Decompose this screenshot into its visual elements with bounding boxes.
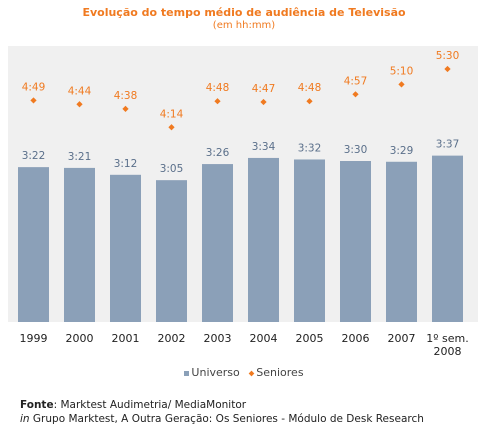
x-tick-label: 2005 (296, 332, 324, 345)
bar-universo (202, 164, 233, 322)
x-tick-label: 2007 (388, 332, 416, 345)
legend: Universo Seniores (0, 366, 488, 379)
bar-value-label: 3:12 (114, 158, 138, 170)
bar-value-label: 3:30 (344, 144, 368, 156)
legend-item-seniores: Seniores (248, 366, 304, 379)
bar-universo (110, 174, 141, 322)
chart-title: Evolução do tempo médio de audiência de … (82, 6, 406, 19)
legend-item-universo: Universo (184, 366, 240, 379)
bar-value-label: 3:05 (160, 163, 184, 175)
source-publication: Grupo Marktest, A Outra Geração: Os Seni… (29, 413, 424, 425)
x-tick-label: 2002 (158, 332, 186, 345)
bar-value-label: 3:37 (436, 139, 460, 151)
x-tick-label: 1999 (20, 332, 48, 345)
bar-value-label: 3:32 (298, 142, 322, 154)
chart-subtitle: (em hh:mm) (212, 20, 276, 31)
marker-value-label: 4:48 (206, 82, 230, 94)
marker-value-label: 5:10 (390, 65, 414, 77)
x-tick-label: 2006 (342, 332, 370, 345)
marker-value-label: 4:47 (252, 83, 276, 95)
source-note: Fonte: Marktest Audimetria/ MediaMonitor… (20, 398, 424, 426)
marker-value-label: 4:57 (344, 75, 368, 87)
marker-seniores (76, 101, 83, 108)
bar-value-label: 3:21 (68, 151, 92, 163)
marker-value-label: 4:44 (68, 85, 92, 97)
marker-value-label: 4:14 (160, 108, 184, 120)
bar-universo (386, 161, 417, 322)
source-line-1: Fonte: Marktest Audimetria/ MediaMonitor (20, 398, 424, 412)
marker-seniores (122, 105, 129, 112)
source-text: : Marktest Audimetria/ MediaMonitor (53, 399, 247, 411)
legend-swatch-seniores (248, 370, 255, 376)
bar-value-label: 3:26 (206, 147, 230, 159)
x-tick-label: 2003 (204, 332, 232, 345)
marker-value-label: 4:49 (22, 81, 46, 93)
source-in: in (20, 413, 30, 425)
bar-value-label: 3:34 (252, 141, 276, 153)
marker-seniores (214, 98, 221, 105)
legend-swatch-universo (184, 370, 190, 376)
bar-universo (340, 161, 371, 322)
x-tick-label: 2000 (66, 332, 94, 345)
bar-universo (156, 180, 187, 322)
x-tick-label: 2001 (112, 332, 140, 345)
marker-value-label: 5:30 (436, 50, 460, 62)
bar-value-label: 3:22 (22, 150, 46, 162)
x-tick-label: 2004 (250, 332, 278, 345)
bar-universo (294, 159, 325, 322)
x-tick-label: 1º sem. 2008 (426, 332, 468, 358)
marker-value-label: 4:48 (298, 82, 322, 94)
source-label: Fonte (20, 399, 54, 411)
bar-universo (18, 167, 49, 322)
legend-label-universo: Universo (191, 366, 240, 379)
legend-label-seniores: Seniores (256, 366, 304, 379)
marker-value-label: 4:38 (114, 90, 138, 102)
bar-universo (432, 155, 463, 322)
source-line-2: in Grupo Marktest, A Outra Geração: Os S… (20, 412, 424, 426)
bar-universo (248, 157, 279, 322)
bar-universo (64, 167, 95, 322)
bar-value-label: 3:29 (390, 145, 414, 157)
